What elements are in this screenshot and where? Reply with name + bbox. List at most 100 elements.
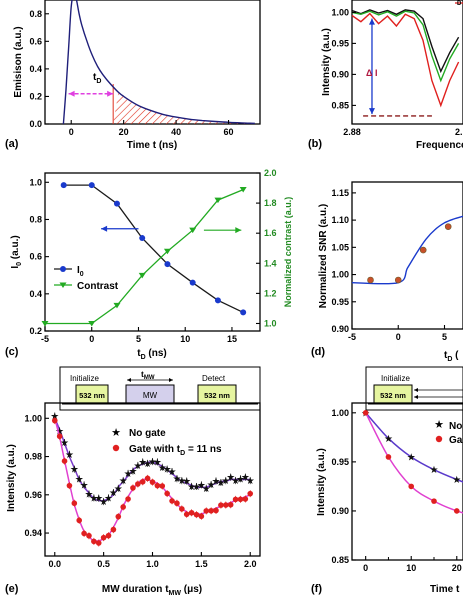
spectrum-line [351,12,460,108]
data-point-gate [203,508,210,514]
data-point-gate [81,530,87,537]
delta-i-arrow-head-bottom [368,108,375,115]
td-arrow-head-right [107,90,114,97]
annotation-td: tD [93,72,101,85]
x-axis-title: MW duration tMW (μs) [102,584,202,597]
y-axis-title: Intensity (a.u.) [321,28,332,96]
y-tick-label: 0.85 [331,100,349,110]
data-point-star: ★ [172,474,181,485]
x-tick-label: 0 [363,563,368,573]
label-initialize: Initialize [381,374,410,383]
data-point-star: ★ [236,474,245,485]
y-axis-title: Normalized SNR (a.u.) [318,204,329,308]
no-gate-fit [365,412,463,483]
data-point-gate [179,506,185,512]
y-tick-label: 0.98 [24,452,42,462]
contrast-point [88,320,96,327]
y-tick-label: 0.90 [331,506,349,516]
panel-label-a: (a) [5,138,19,150]
data-point-gate [164,490,170,497]
y-tick-label: 0.8 [29,9,42,19]
data-point-star: ★ [65,450,74,461]
panel-label-d: (d) [311,346,325,358]
i0-point [60,182,67,189]
data-point-star: ★ [70,465,79,476]
label-laser-2: 532 nm [204,391,230,400]
y-tick-label: 0.2 [29,326,42,336]
y-axis-title: Intensity (a.u.) [316,448,327,516]
i0-line [63,184,244,313]
y-tick-label: 0.2 [29,91,42,101]
x-axis-title: tD (ns) [137,348,167,361]
data-point-gate [91,538,97,545]
snr-point [394,276,402,284]
legend-marker-gate [435,435,443,443]
data-point-gate [208,507,214,514]
data-point-star: ★ [384,434,393,445]
i0-point [240,309,247,316]
data-point-star: ★ [212,477,221,488]
contrast-point [189,227,197,234]
data-point-star: ★ [202,484,211,495]
data-point-star: ★ [177,476,186,487]
contrast-point [214,197,222,204]
legend-label-gate: Gate with tD = 11 ns [129,444,222,457]
y-axis-title: I0 (a.u.) [10,235,23,268]
data-point-gate [222,502,229,508]
data-point-gate [213,507,219,514]
label-initialize: Initialize [70,374,99,383]
i0-point [189,279,196,286]
y-tick-label: 0.95 [331,38,349,48]
contrast-point [113,302,121,309]
y-tick-label: 1.15 [331,188,349,198]
spectrum-line [351,10,460,83]
data-point-gate [169,498,175,504]
laser-pulse-1 [75,384,109,405]
data-point-star: ★ [192,482,201,493]
data-point-gate [144,475,151,482]
laser-pulse-1 [373,384,413,405]
c-data-layer: -5 0 5 10 15 0.2 0.4 0.6 0.8 1.0 1.0 1.2 1.4 1.6 1.8 2.… [29,168,276,344]
y2-tick-label: 1.8 [264,198,277,208]
data-point-gate [51,417,58,424]
data-point-gate [66,482,73,489]
data-point-star: ★ [124,469,133,480]
f-data-layer: ★ ★ ★ ★ ★ 0 10 20 0.85 0.90 0.95 1.00 [331,408,463,573]
contrast-point [239,187,247,193]
panel-label-c: (c) [5,346,19,358]
data-point-star: ★ [80,480,89,491]
legend-label-contrast: Contrast [77,281,119,292]
contrast-line [45,188,244,325]
mw-pulse [125,384,175,405]
i0-point [164,261,171,268]
data-point-gate [408,483,415,490]
data-point-gate [247,490,254,497]
data-point-gate [183,511,190,518]
x-tick-label: 20 [452,563,462,573]
panel-e: Initialize 532 nm MW tMW Detect 532 nm ★… [5,366,261,597]
x-axis-title: Frequence [416,140,463,151]
legend-marker-gate [112,444,120,452]
legend-marker-no-gate: ★ [434,419,444,431]
data-point-gate [237,496,244,503]
legend-label-no-gate: No gate [129,428,166,439]
y2-tick-label: 1.4 [264,258,277,268]
data-point-gate [105,532,112,539]
y-tick-label: 0.90 [331,69,349,79]
x-tick-label: 10 [406,563,416,573]
y2-tick-label: 1.2 [264,288,277,298]
data-point-gate [130,485,136,491]
y-tick-label: 1.05 [331,242,349,252]
data-point-star: ★ [187,482,196,493]
y-tick-label: 0.8 [29,214,42,224]
legend-marker-no-gate: ★ [111,427,121,439]
x-tick-label: 15 [227,334,237,344]
y-tick-label: 1.0 [29,177,42,187]
data-point-star: ★ [138,457,147,468]
panel-b: 2.880.850.900.951.002. Intensity (a.u.) … [308,0,463,151]
data-point-gate [86,532,92,539]
data-point-gate [159,483,166,489]
legend-marker-contrast [59,282,67,288]
contrast-point [41,320,49,327]
data-point-star: ★ [231,476,240,487]
